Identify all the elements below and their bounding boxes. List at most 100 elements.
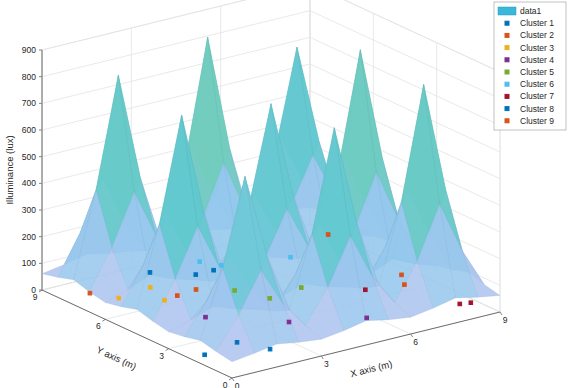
scatter-series xyxy=(148,268,215,276)
tick-mark xyxy=(39,50,42,51)
scatter-point xyxy=(326,233,330,237)
scatter-point xyxy=(233,289,237,293)
legend-label: Cluster 1 xyxy=(520,18,554,28)
tick-label: 600 xyxy=(22,125,36,135)
scatter-point xyxy=(299,286,303,290)
legend-marker xyxy=(505,46,509,50)
scatter-point xyxy=(148,271,152,275)
legend-marker xyxy=(505,94,509,98)
tick-label: 0 xyxy=(235,381,240,388)
scatter-point xyxy=(175,294,179,298)
chart: 010020030040050060070080090003690369X ax… xyxy=(0,0,568,388)
z-axis-title: Illuminance (lux) xyxy=(4,135,15,204)
legend-label: Cluster 7 xyxy=(520,91,554,101)
grid-line xyxy=(42,11,500,99)
scatter-point xyxy=(469,301,473,305)
legend-marker xyxy=(505,58,509,62)
legend-marker xyxy=(505,119,509,123)
scatter-point xyxy=(403,283,407,287)
tick-label: 6 xyxy=(96,321,101,331)
tick-mark xyxy=(39,236,42,237)
tick-label: 800 xyxy=(22,72,36,82)
tick-mark xyxy=(166,349,169,351)
scatter-point xyxy=(268,297,272,301)
tick-mark xyxy=(102,319,105,321)
legend-swatch xyxy=(498,7,516,15)
legend-marker xyxy=(505,70,509,74)
scatter-series xyxy=(233,286,303,300)
scatter-point xyxy=(148,286,152,290)
legend-label: Cluster 8 xyxy=(520,104,554,114)
scatter-point xyxy=(88,291,92,295)
grid-line xyxy=(42,0,500,72)
scatter-series xyxy=(204,315,369,323)
z-axis-line xyxy=(42,50,43,290)
tick-label: 900 xyxy=(22,45,36,55)
tick-label: 6 xyxy=(413,337,418,347)
legend-label: Cluster 6 xyxy=(520,79,554,89)
y-axis-title: Y axis (m) xyxy=(95,344,138,372)
tick-label: 500 xyxy=(22,152,36,162)
tick-mark xyxy=(39,183,42,184)
x-axis-title: X axis (m) xyxy=(349,358,393,379)
legend-label: Cluster 5 xyxy=(520,67,554,77)
legend-box xyxy=(494,2,566,130)
scatter-point xyxy=(268,347,272,351)
tick-label: 9 xyxy=(33,292,38,302)
scatter-series xyxy=(326,233,406,287)
tick-mark xyxy=(39,263,42,264)
tick-mark xyxy=(39,76,42,77)
scatter-point xyxy=(198,260,202,264)
scatter-point xyxy=(365,316,369,320)
legend-label: data1 xyxy=(520,6,542,16)
scatter-series xyxy=(364,288,473,306)
scatter-point xyxy=(400,273,404,277)
scatter-point xyxy=(204,315,208,319)
tick-label: 9 xyxy=(503,315,508,325)
legend-marker xyxy=(505,21,509,25)
tick-mark xyxy=(39,290,42,292)
scatter-series xyxy=(117,286,166,303)
legend-label: Cluster 3 xyxy=(520,43,554,53)
tick-label: 3 xyxy=(324,359,329,369)
legend-label: Cluster 2 xyxy=(520,30,554,40)
tick-mark xyxy=(229,378,232,380)
tick-label: 200 xyxy=(22,232,36,242)
scatter-point xyxy=(289,255,293,259)
surface-patch xyxy=(216,315,254,361)
scatter-point xyxy=(194,288,198,292)
scatter-point xyxy=(203,353,207,357)
tick-mark xyxy=(39,210,42,211)
scatter-point xyxy=(364,288,368,292)
tick-label: 700 xyxy=(22,98,36,108)
legend-marker xyxy=(505,82,509,86)
scatter-point xyxy=(194,273,198,277)
tick-mark xyxy=(39,130,42,131)
tick-label: 400 xyxy=(22,178,36,188)
tick-label: 3 xyxy=(159,351,164,361)
scatter-point xyxy=(287,320,291,324)
tick-mark xyxy=(39,103,42,104)
tick-label: 100 xyxy=(22,258,36,268)
legend-label: Cluster 9 xyxy=(520,116,554,126)
scatter-point xyxy=(163,298,167,302)
legend: data1 Cluster 1 Cluster 2 Cluster 3 Cluster … xyxy=(494,2,566,130)
legend-marker xyxy=(505,33,509,37)
scatter-series xyxy=(198,255,292,267)
scatter-series xyxy=(88,288,198,298)
tick-label: 300 xyxy=(22,205,36,215)
legend-label: Cluster 4 xyxy=(520,55,554,65)
grid-line xyxy=(105,13,373,319)
surface xyxy=(42,37,500,362)
tick-label: 0 xyxy=(223,380,228,388)
scatter-point xyxy=(212,268,216,272)
axes-box xyxy=(39,0,502,381)
scatter-point xyxy=(220,264,224,268)
scatter-point xyxy=(235,341,239,345)
scatter-point xyxy=(458,302,462,306)
scatter-point xyxy=(117,296,121,300)
plot-area xyxy=(42,37,500,362)
tick-mark xyxy=(39,156,42,157)
legend-marker xyxy=(505,107,509,111)
scatter-series xyxy=(203,341,272,357)
